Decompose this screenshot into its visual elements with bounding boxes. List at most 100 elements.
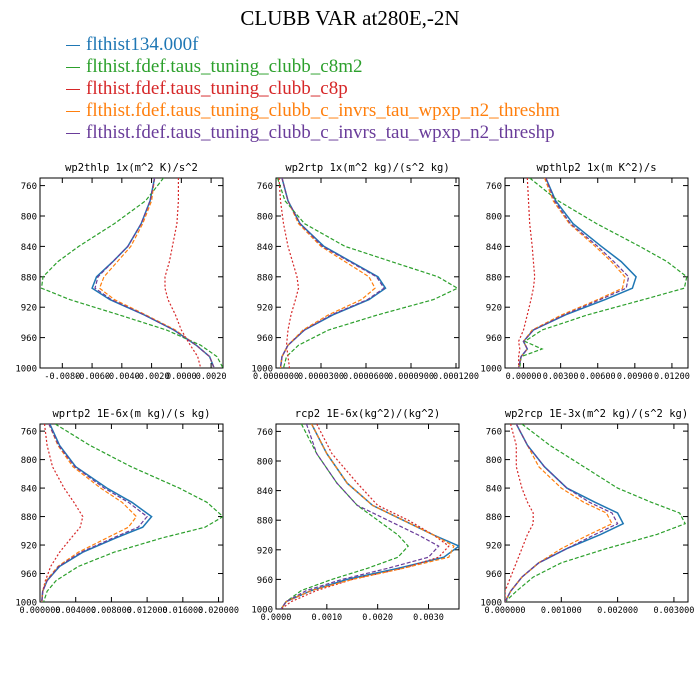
y-tick-label: 960	[21, 334, 37, 344]
series-line	[280, 424, 440, 609]
x-tick-label: 0.0000000	[253, 372, 299, 382]
series-line	[98, 178, 215, 368]
y-tick-label: 1000	[15, 365, 37, 375]
panel-title: wp2thlp 1x(m^2 K)/s^2	[65, 162, 198, 174]
panel-title: wp2rtp 1x(m^2 kg)/(s^2 kg)	[285, 162, 449, 174]
x-tick-label: 0.000000	[485, 606, 526, 616]
legend-item: flthist134.000f	[66, 34, 560, 56]
legend-swatch	[66, 133, 80, 135]
y-tick-label: 960	[21, 570, 37, 580]
series-line	[40, 178, 223, 368]
y-tick-label: 960	[257, 334, 273, 344]
x-tick-label: 0.0020	[362, 613, 393, 623]
y-tick-label: 880	[21, 513, 37, 523]
plot-frame	[39, 423, 224, 603]
series-line	[94, 178, 215, 368]
x-tick-label: -0.0060	[74, 372, 110, 382]
x-tick-label: 0.002000	[597, 606, 638, 616]
series-line	[505, 424, 613, 602]
series-line	[517, 178, 536, 368]
x-tick-label: 0.01200	[654, 372, 690, 382]
x-tick-label: 0.00000	[506, 372, 542, 382]
series-line	[43, 424, 223, 602]
y-tick-label: 840	[257, 243, 273, 253]
series-line	[41, 424, 148, 602]
y-tick-label: 960	[257, 576, 273, 586]
series-line	[276, 178, 459, 368]
legend-swatch	[66, 45, 80, 47]
x-tick-label: 0.016000	[162, 606, 203, 616]
x-tick-label: 0.0001200	[433, 372, 479, 382]
legend-label: flthist.fdef.taus_tuning_clubb_c_invrs_t…	[86, 122, 555, 143]
plot-frame	[504, 177, 689, 369]
y-tick-label: 760	[257, 182, 273, 192]
y-tick-label: 880	[486, 513, 502, 523]
y-tick-label: 1000	[251, 606, 273, 616]
x-tick-label: 0.00600	[580, 372, 616, 382]
series-line	[505, 424, 619, 602]
series-line	[280, 424, 455, 609]
chart-panel: wprtp2 1E-6x(m kg)/(s kg) 760 800 840 880 920…	[15, 408, 239, 616]
series-line	[41, 424, 84, 602]
x-tick-label: 0.004000	[55, 606, 96, 616]
legend-label: flthist134.000f	[86, 34, 199, 55]
chart-panel: wp2rtp 1x(m^2 kg)/(s^2 kg) 760 800 840 880 92…	[251, 162, 479, 382]
x-tick-label: 0.001000	[541, 606, 582, 616]
y-tick-label: 840	[21, 485, 37, 495]
legend-swatch	[66, 89, 80, 91]
y-tick-label: 1000	[480, 599, 502, 609]
panel-title: wprtp2 1E-6x(m kg)/(s kg)	[52, 408, 210, 420]
y-tick-label: 800	[257, 458, 273, 468]
y-tick-label: 840	[486, 243, 502, 253]
y-tick-label: 800	[486, 456, 502, 466]
y-tick-label: 760	[21, 182, 37, 192]
series-line	[164, 178, 202, 368]
legend-item: flthist.fdef.taus_tuning_clubb_c_invrs_t…	[66, 122, 560, 144]
x-tick-label: 0.0000	[261, 613, 292, 623]
x-tick-label: 0.003000	[653, 606, 694, 616]
legend-item: flthist.fdef.taus_tuning_clubb_c8m2	[66, 56, 560, 78]
y-tick-label: 800	[257, 213, 273, 223]
y-tick-label: 880	[21, 273, 37, 283]
page-title: CLUBB VAR at280E,-2N	[240, 6, 460, 30]
x-tick-label: 0.000000	[20, 606, 61, 616]
x-tick-label: 0.0030	[413, 613, 444, 623]
y-tick-label: 760	[486, 182, 502, 192]
series-line	[505, 424, 534, 602]
y-tick-label: 880	[257, 517, 273, 527]
series-line	[280, 424, 450, 609]
x-tick-label: 0.0000900	[388, 372, 434, 382]
x-tick-label: 0.008000	[91, 606, 132, 616]
y-tick-label: 880	[257, 273, 273, 283]
legend-swatch	[66, 67, 80, 69]
series-line	[280, 424, 459, 609]
series-line	[519, 178, 688, 368]
x-tick-label: 0.0000300	[298, 372, 344, 382]
x-tick-label: -0.0020	[134, 372, 170, 382]
series-line	[517, 178, 637, 368]
chart-panel: rcp2 1E-6x(kg^2)/(kg^2) 760 800 840 880 920 96…	[251, 408, 460, 623]
y-tick-label: 840	[21, 243, 37, 253]
plot-frame	[504, 423, 689, 603]
chart-panel: wp2thlp 1x(m^2 K)/s^2 760 800 840 880 920 960 1…	[15, 162, 226, 382]
y-tick-label: 1000	[480, 365, 502, 375]
x-tick-label: -0.0080	[44, 372, 80, 382]
y-tick-label: 840	[257, 487, 273, 497]
y-tick-label: 920	[486, 304, 502, 314]
y-tick-label: 920	[21, 542, 37, 552]
chart-panel: wpthlp2 1x(m K^2)/s 760 800 840 880 920 960 100…	[480, 162, 690, 382]
series-line	[279, 178, 385, 368]
legend-swatch	[66, 111, 80, 113]
series-line	[278, 178, 300, 368]
y-tick-label: 800	[21, 213, 37, 223]
x-tick-label: 0.0010	[311, 613, 342, 623]
legend-item: flthist.fdef.taus_tuning_clubb_c_invrs_t…	[66, 100, 560, 122]
series-line	[518, 178, 630, 368]
legend-label: flthist.fdef.taus_tuning_clubb_c8p	[86, 78, 348, 99]
y-tick-label: 1000	[15, 599, 37, 609]
y-tick-label: 920	[257, 546, 273, 556]
y-tick-label: 760	[486, 428, 502, 438]
series-line	[91, 178, 215, 368]
y-tick-label: 920	[21, 304, 37, 314]
